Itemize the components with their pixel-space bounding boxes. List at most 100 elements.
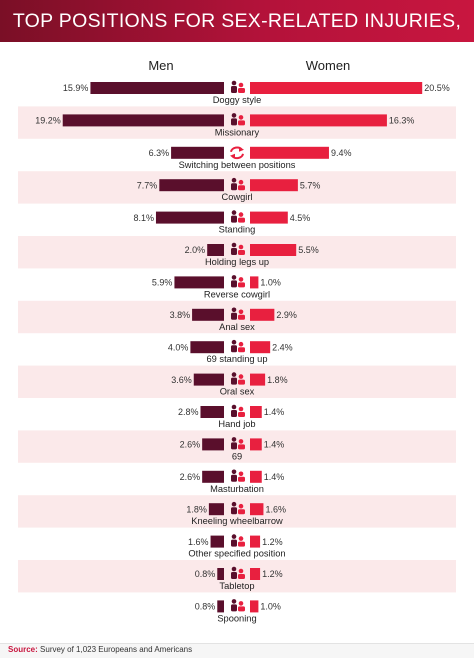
value-label-men: 2.0% xyxy=(185,245,206,255)
category-label: Standing xyxy=(219,225,256,235)
bar-women xyxy=(250,406,262,418)
anal-sex-icon xyxy=(231,307,245,320)
bar-women xyxy=(250,600,259,613)
reverse-cowgirl-icon xyxy=(231,275,245,288)
hand-job-icon xyxy=(231,404,245,417)
value-label-men: 2.6% xyxy=(180,472,201,482)
category-label: 69 xyxy=(232,451,242,461)
bar-men xyxy=(62,114,224,127)
bar-men xyxy=(192,308,224,321)
bar-women xyxy=(250,146,329,159)
category-label: Other specified position xyxy=(188,549,285,559)
source-note: Source: Survey of 1,023 Europeans and Am… xyxy=(8,645,192,654)
source-text: Survey of 1,023 Europeans and Americans xyxy=(40,645,193,654)
bar-men xyxy=(202,438,224,451)
header-bar: TOP POSITIONS FOR SEX-RELATED INJURIES, … xyxy=(0,0,474,74)
tabletop-icon xyxy=(231,566,245,579)
category-label: Masturbation xyxy=(210,484,264,494)
category-label: Oral sex xyxy=(220,387,255,397)
value-label-women: 2.9% xyxy=(276,310,297,320)
value-label-men: 5.9% xyxy=(152,278,173,288)
bar-men xyxy=(159,179,224,192)
value-label-women: 1.8% xyxy=(267,375,288,385)
missionary-icon xyxy=(231,113,245,126)
category-label: Kneeling wheelbarrow xyxy=(191,516,283,526)
category-label: Missionary xyxy=(215,127,260,137)
other-position-icon xyxy=(231,534,245,547)
value-label-women: 1.2% xyxy=(262,537,283,547)
bar-men xyxy=(217,568,224,580)
legend-men: Men xyxy=(148,58,173,73)
bar-women xyxy=(250,179,298,192)
chart-title: TOP POSITIONS FOR SEX-RELATED INJURIES, … xyxy=(12,10,462,74)
cowgirl-icon xyxy=(231,177,245,191)
value-label-men: 0.8% xyxy=(195,569,216,579)
category-label: Switching between positions xyxy=(179,160,296,170)
value-label-women: 16.3% xyxy=(389,116,415,126)
bar-women xyxy=(250,244,297,256)
bar-women xyxy=(250,503,264,516)
bar-women xyxy=(250,114,387,127)
spooning-icon xyxy=(231,599,245,612)
value-label-men: 19.2% xyxy=(35,116,61,126)
value-label-men: 4.0% xyxy=(168,342,189,352)
value-label-men: 8.1% xyxy=(133,213,154,223)
bar-women xyxy=(250,438,262,451)
bar-men xyxy=(193,373,224,386)
bar-men xyxy=(90,82,224,94)
value-label-women: 5.7% xyxy=(300,180,321,190)
value-label-women: 1.0% xyxy=(260,602,281,612)
category-label: Hand job xyxy=(218,419,255,429)
bar-men xyxy=(217,600,224,613)
value-label-men: 1.8% xyxy=(186,504,207,514)
value-label-women: 9.4% xyxy=(331,148,352,158)
value-label-women: 1.6% xyxy=(265,504,286,514)
value-label-women: 1.4% xyxy=(264,440,285,450)
value-label-women: 1.2% xyxy=(262,569,283,579)
bar-women xyxy=(250,535,261,548)
bar-women xyxy=(250,276,259,289)
holding-legs-up-icon xyxy=(231,242,245,255)
bar-women xyxy=(250,341,271,354)
value-label-men: 6.3% xyxy=(149,148,170,158)
value-label-women: 20.5% xyxy=(424,83,450,93)
footer: Source: Survey of 1,023 Europeans and Am… xyxy=(0,643,474,658)
value-label-men: 1.6% xyxy=(188,537,209,547)
bar-men xyxy=(171,146,224,159)
value-label-women: 4.5% xyxy=(290,213,311,223)
value-label-men: 15.9% xyxy=(63,83,89,93)
doggy-style-icon xyxy=(231,80,245,93)
oral-sex-icon xyxy=(231,372,245,385)
bar-women xyxy=(250,568,261,580)
category-label: Doggy style xyxy=(213,95,262,105)
category-label: Spooning xyxy=(217,613,256,623)
bar-men xyxy=(210,535,224,548)
69-icon xyxy=(231,437,245,450)
bar-women xyxy=(250,470,262,483)
category-label: Reverse cowgirl xyxy=(204,289,270,299)
bar-women xyxy=(250,373,266,386)
value-label-women: 2.4% xyxy=(272,342,293,352)
category-label: Tabletop xyxy=(219,581,254,591)
bar-men xyxy=(207,244,224,256)
bar-women xyxy=(250,82,423,94)
bar-men xyxy=(202,470,224,483)
category-label: Holding legs up xyxy=(205,257,269,267)
category-label: 69 standing up xyxy=(207,354,268,364)
bar-women xyxy=(250,211,288,224)
chart: Men Women 15.9% 20.5% Doggy style 19.2% 16.3… xyxy=(18,58,456,623)
value-label-men: 3.6% xyxy=(171,375,192,385)
value-label-women: 1.4% xyxy=(264,472,285,482)
standing-icon xyxy=(231,210,245,223)
switch-arrows-icon xyxy=(230,146,244,160)
kneeling-wheelbarrow-icon xyxy=(231,501,245,515)
value-label-women: 5.5% xyxy=(298,245,319,255)
value-label-women: 1.0% xyxy=(260,278,281,288)
source-label: Source: xyxy=(8,645,38,654)
legend-women: Women xyxy=(306,58,351,73)
bar-men xyxy=(200,406,224,418)
bar-men xyxy=(155,211,224,224)
category-label: Anal sex xyxy=(219,322,255,332)
masturbation-icon xyxy=(231,469,245,482)
value-label-men: 2.6% xyxy=(180,440,201,450)
